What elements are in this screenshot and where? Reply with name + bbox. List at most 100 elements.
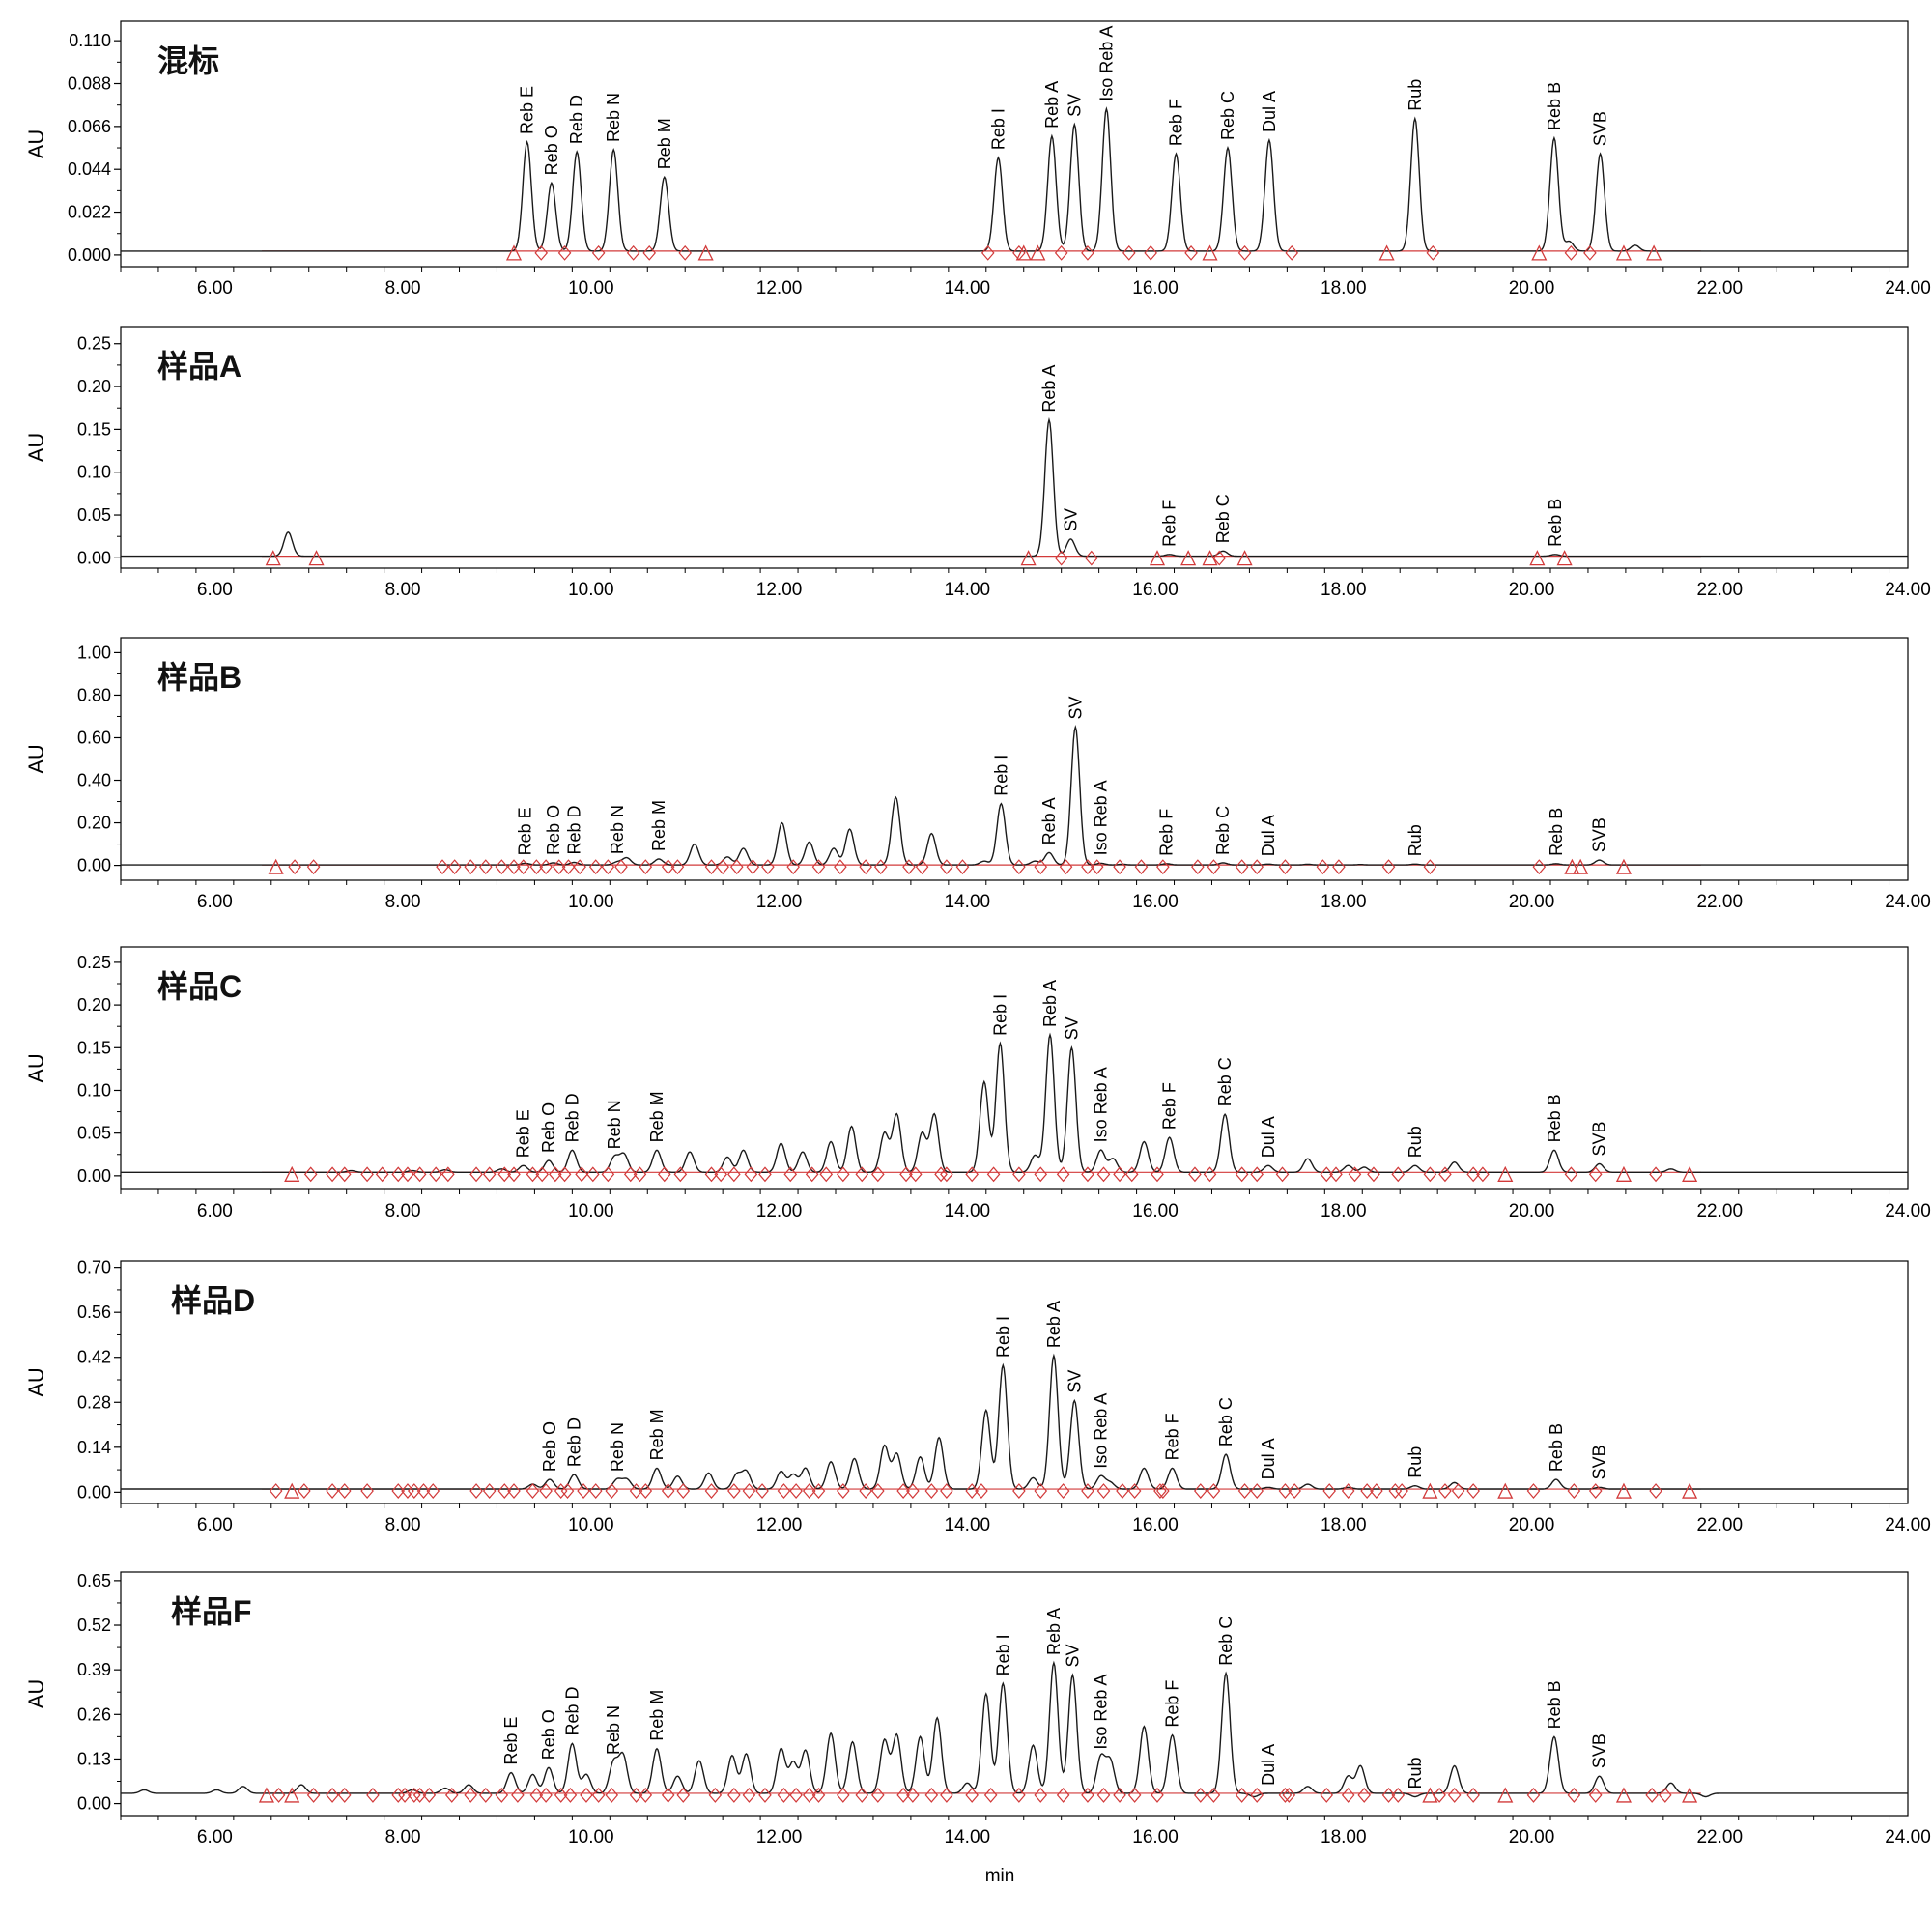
plot-frame	[120, 1571, 1909, 1817]
diamond-marker	[744, 1166, 758, 1183]
x-tick-label: 14.00	[945, 892, 991, 912]
diamond-marker	[639, 1483, 653, 1499]
diamond-marker	[1250, 1166, 1264, 1183]
diamond-marker	[1081, 1166, 1094, 1183]
y-tick-label: 0.60	[77, 728, 111, 747]
x-tick-label: 8.00	[385, 1827, 421, 1847]
triangle-marker	[1682, 1165, 1698, 1182]
plot-frame	[120, 20, 1909, 268]
y-tick-label: 0.00	[77, 1166, 111, 1186]
chromatogram-panel: 0.00 0.20 0.40 0.60 0.80 1.00 AU 6.00 8.00 10.00 1…	[24, 637, 1931, 912]
peak-label: Reb B	[1545, 1094, 1564, 1142]
diamond-marker	[836, 1788, 850, 1803]
diamond-marker	[1124, 1166, 1139, 1183]
diamond-marker	[908, 1166, 923, 1183]
x-tick-label: 24.00	[1885, 1827, 1931, 1847]
diamond-marker	[1438, 1483, 1452, 1499]
y-tick-label: 0.05	[77, 1124, 111, 1143]
diamond-marker	[557, 1166, 572, 1183]
peak-label: SV	[1062, 1016, 1081, 1040]
peak-label: Reb N	[608, 805, 627, 854]
peak-label: Reb B	[1547, 1423, 1566, 1472]
peak-label: Reb N	[604, 93, 623, 142]
diamond-marker	[407, 1483, 421, 1499]
x-tick-label: 12.00	[756, 892, 803, 912]
y-tick-label: 0.42	[77, 1348, 111, 1367]
diamond-marker	[924, 1483, 939, 1499]
diamond-marker	[1332, 859, 1346, 875]
diamond-marker	[326, 1166, 339, 1183]
y-tick-label: 0.10	[77, 1080, 111, 1100]
peak-label: Reb I	[991, 755, 1010, 796]
diamond-marker	[855, 1788, 869, 1803]
diamond-marker	[1278, 1483, 1293, 1499]
diamond-marker	[401, 1166, 414, 1183]
peak-label: Reb C	[1216, 1617, 1236, 1666]
diamond-marker	[1191, 859, 1205, 875]
diamond-marker	[552, 859, 566, 875]
diamond-marker	[1059, 859, 1073, 875]
x-tick-label: 16.00	[1132, 278, 1179, 299]
diamond-marker	[789, 1483, 803, 1499]
panel-title: 样品F	[171, 1594, 252, 1629]
x-tick-label: 24.00	[1885, 892, 1931, 912]
diamond-marker	[1645, 1788, 1659, 1803]
chromatogram-panel: 0.00 0.05 0.10 0.15 0.20 0.25 AU 6.00 8.00 10.00 1…	[24, 946, 1931, 1221]
diamond-marker	[526, 1166, 540, 1183]
x-tick-label: 16.00	[1132, 1201, 1179, 1221]
diamond-marker	[577, 1483, 590, 1499]
diamond-marker	[633, 1166, 647, 1183]
diamond-marker	[1207, 1788, 1221, 1803]
y-tick-label: 0.80	[77, 685, 111, 704]
diamond-marker	[676, 1483, 691, 1499]
x-tick-label: 22.00	[1696, 892, 1743, 912]
x-tick-label: 10.00	[568, 1201, 614, 1221]
diamond-marker	[444, 1788, 459, 1803]
peak-label: Reb E	[516, 807, 535, 855]
x-tick-label: 12.00	[756, 1515, 803, 1535]
diamond-marker	[983, 1788, 998, 1803]
triangle-marker	[505, 244, 523, 261]
peak-label: Reb E	[514, 1109, 533, 1158]
diamond-marker	[955, 859, 970, 875]
y-tick-label: 0.25	[77, 953, 111, 972]
diamond-marker	[626, 244, 640, 261]
peak-label: Reb E	[501, 1717, 521, 1765]
x-tick-label: 20.00	[1509, 892, 1555, 912]
diamond-marker	[1564, 1166, 1578, 1183]
panel-title: 样品A	[157, 349, 242, 384]
diamond-marker	[727, 1788, 741, 1803]
peak-label: Rub	[1406, 1446, 1425, 1478]
diamond-marker	[965, 1788, 979, 1803]
peak-label: Reb B	[1547, 808, 1566, 856]
diamond-marker	[1285, 244, 1299, 261]
peak-label: Reb C	[1218, 91, 1237, 140]
x-tick-label: 16.00	[1132, 580, 1179, 600]
diamond-marker	[507, 1483, 521, 1499]
diamond-marker	[1235, 1788, 1249, 1803]
diamond-marker	[704, 1483, 719, 1499]
diamond-marker	[391, 1788, 406, 1803]
x-tick-label: 16.00	[1132, 1827, 1179, 1847]
diamond-marker	[337, 1788, 352, 1803]
diamond-marker	[560, 1483, 575, 1499]
diamond-marker	[1316, 859, 1330, 875]
x-tick-label: 12.00	[756, 278, 803, 299]
x-tick-label: 24.00	[1885, 1515, 1931, 1535]
y-axis-label: AU	[24, 129, 48, 159]
diamond-marker	[1188, 1166, 1202, 1183]
diamond-marker	[786, 859, 800, 875]
triangle-marker	[1020, 550, 1037, 566]
diamond-marker	[1151, 1788, 1164, 1803]
diamond-marker	[539, 859, 553, 875]
y-tick-label: 0.28	[77, 1392, 111, 1412]
peak-label: Reb A	[1042, 81, 1062, 129]
peak-label: Reb O	[539, 1709, 558, 1760]
panel-title: 样品C	[157, 969, 242, 1004]
diamond-marker	[563, 1788, 578, 1803]
diamond-marker	[554, 1788, 568, 1803]
diamond-marker	[271, 1788, 286, 1803]
peak-label: Iso Reb A	[1096, 26, 1116, 101]
x-tick-label: 20.00	[1509, 1515, 1555, 1535]
diamond-marker	[1081, 859, 1094, 875]
